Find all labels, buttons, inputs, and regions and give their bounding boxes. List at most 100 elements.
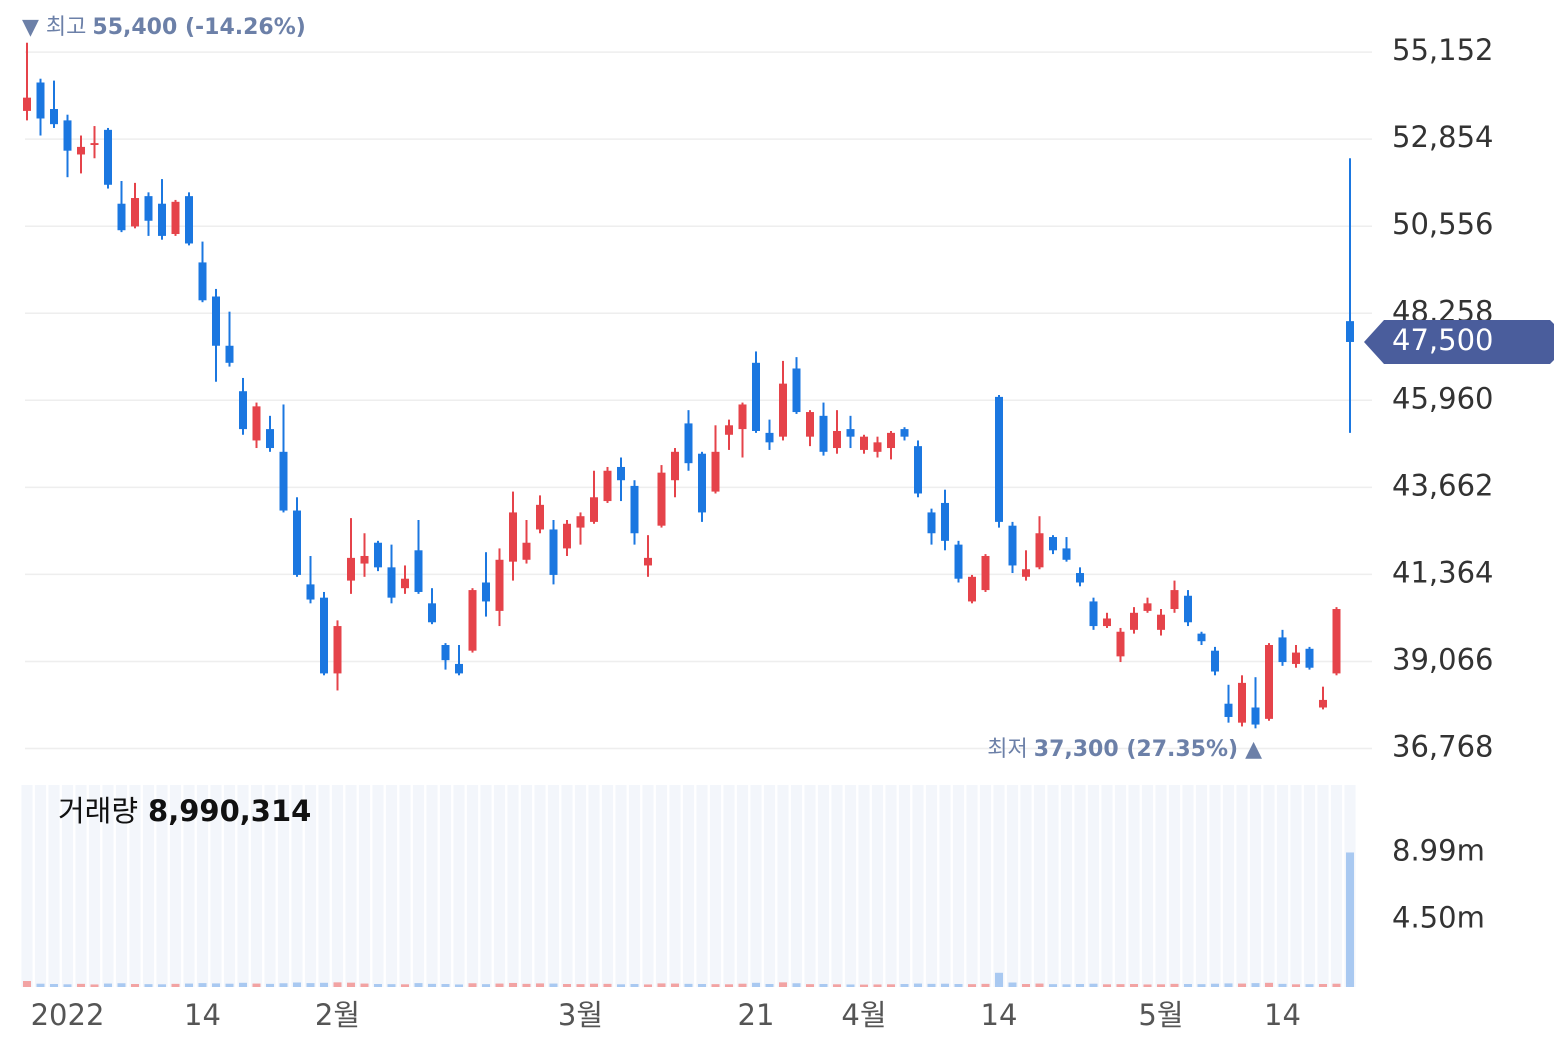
volume-column [1006,785,1019,987]
volume-bar [684,983,693,987]
volume-bar [1022,984,1030,987]
volume-column [345,785,357,987]
volume-column [466,785,479,987]
volume-bar [765,984,774,987]
candle-body [1224,703,1233,717]
volume-bar [968,984,976,987]
volume-column [142,785,155,987]
y-tick-label: 41,364 [1392,555,1493,589]
volume-column [534,785,546,987]
volume-column [1209,785,1221,987]
candle-body [981,555,990,591]
volume-title: 거래량 8,990,314 [58,794,311,828]
x-tick-label: 2월 [315,998,360,1032]
volume-bar [725,984,733,987]
candle-body [414,550,423,592]
volume-bar [1062,984,1071,987]
candle-body [1197,633,1206,642]
candle-body [1022,569,1030,577]
candle-body [117,203,126,231]
candle-body [347,557,355,581]
volume-column [1101,785,1113,987]
candle-body [306,584,315,600]
volume-column [1263,785,1275,987]
candle-body [927,512,936,534]
volume-panel [21,785,1356,987]
volume-bar [1089,983,1098,987]
volume-column [804,785,816,987]
volume-column [304,785,317,987]
candle-body [1103,618,1111,627]
volume-bar [266,983,274,987]
candle-body [833,430,841,449]
candle-body [1170,590,1179,610]
volume-column [777,785,789,987]
volume-bar [941,983,949,987]
candle-body [1062,548,1071,560]
volume-bars [23,852,1354,987]
volume-bar [1170,983,1179,987]
volume-column [912,785,924,987]
candle-body [860,436,868,450]
high-name: 최고 [46,15,86,40]
volume-column [763,785,776,987]
x-tick-label: 21 [738,998,775,1032]
candle-body [914,446,922,494]
candle-body [401,578,409,589]
volume-column [412,785,425,987]
x-tick-label: 2022 [31,998,105,1032]
volume-bar [428,983,436,987]
volume-bar [1319,984,1327,987]
volume-column [790,785,803,987]
volume-column [615,785,627,987]
volume-column [493,785,506,987]
candle-body [428,603,436,623]
volume-column [669,785,681,987]
y-tick-label: 36,768 [1392,729,1493,763]
candle-body [36,82,45,119]
volume-bar [131,984,139,987]
volume-column [210,785,222,987]
volume-bar [414,983,423,987]
volume-column [885,785,897,987]
price-badge-label: 47,500 [1392,323,1493,357]
candle-body [549,529,558,575]
volume-bar [441,984,450,987]
volume-column [439,785,452,987]
volume-tick-label: 4.50m [1392,901,1485,935]
volume-bar [347,982,355,987]
volume-column [979,785,992,987]
volume-bar [981,983,990,987]
volume-bar [1197,984,1206,987]
candle-body [738,404,747,430]
candle-body [1130,612,1138,630]
candle-body [171,201,180,235]
candle-body [441,645,450,661]
volume-bar [792,983,801,987]
volume-column [102,785,114,987]
y-tick-label: 55,152 [1392,33,1493,67]
volume-bar [1184,984,1192,987]
candle-body [266,429,274,449]
x-tick-label: 5월 [1138,998,1183,1032]
candle-body [468,590,477,651]
volume-column [871,785,884,987]
volume-column [21,785,33,987]
volume-column [480,785,492,987]
candle-body [1076,573,1084,583]
volume-column [709,785,722,987]
volume-column [601,785,614,987]
volume-bar [77,983,85,987]
volume-bar [819,984,828,987]
volume-bar [374,984,382,987]
candle-body [1305,648,1314,668]
volume-bar [360,983,369,987]
candle-body [995,396,1003,522]
volume-column [75,785,87,987]
volume-bar [1076,984,1084,987]
y-tick-label: 39,066 [1392,642,1493,676]
candle-body [1008,525,1017,566]
y-tick-label: 43,662 [1392,468,1493,502]
candle-body [1292,652,1300,664]
volume-column [1236,785,1248,987]
